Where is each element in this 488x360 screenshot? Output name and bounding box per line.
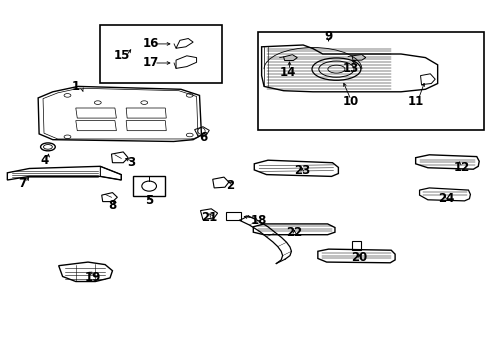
Text: 7: 7 (18, 177, 26, 190)
Text: 24: 24 (437, 192, 453, 204)
Text: 18: 18 (250, 214, 267, 227)
Text: 15: 15 (114, 49, 130, 62)
Text: 20: 20 (350, 251, 367, 264)
Text: 3: 3 (127, 156, 135, 169)
Text: 12: 12 (453, 161, 469, 174)
Bar (225, 212, 240, 220)
Text: 8: 8 (108, 199, 116, 212)
Text: 1: 1 (72, 80, 80, 93)
Text: 14: 14 (279, 66, 295, 78)
Text: 10: 10 (342, 95, 359, 108)
Text: 16: 16 (142, 37, 159, 50)
Text: 19: 19 (84, 271, 101, 284)
Text: 5: 5 (145, 194, 153, 207)
Text: 13: 13 (342, 62, 359, 75)
Bar (100, 25, 222, 83)
Bar (258, 32, 483, 130)
Text: 22: 22 (285, 226, 302, 239)
Text: 2: 2 (225, 179, 233, 192)
Bar (133, 176, 164, 196)
Text: 6: 6 (199, 131, 206, 144)
Text: 17: 17 (142, 57, 159, 69)
Text: 4: 4 (41, 154, 49, 167)
Text: 23: 23 (293, 165, 310, 177)
Bar (351, 241, 360, 250)
Text: 9: 9 (324, 30, 332, 42)
Text: 11: 11 (407, 95, 423, 108)
Text: 21: 21 (201, 211, 217, 224)
